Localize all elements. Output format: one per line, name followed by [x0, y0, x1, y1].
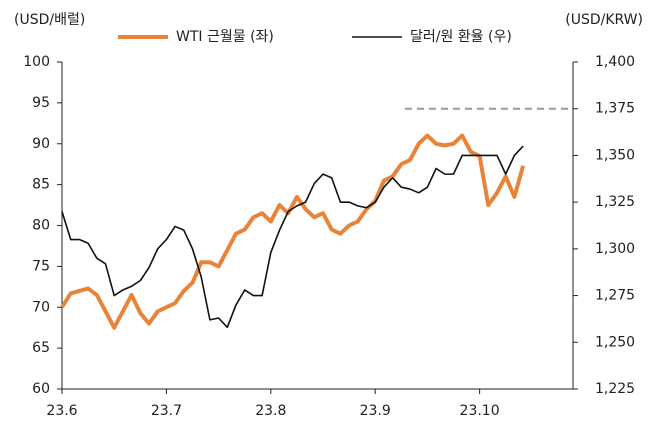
y2-axis-title: (USD/KRW) [565, 12, 643, 28]
y-tick-label: 90 [32, 136, 50, 152]
y-tick-label: 100 [23, 54, 50, 70]
y2-tick-label: 1,250 [595, 334, 635, 350]
x-tick-label: 23.10 [460, 403, 500, 419]
y2-tick-label: 1,400 [595, 54, 635, 70]
y2-tick-label: 1,275 [595, 288, 635, 304]
x-tick-label: 23.8 [255, 403, 286, 419]
legend-label: 달러/원 환율 (우) [410, 29, 512, 45]
y2-tick-label: 1,300 [595, 241, 635, 257]
series-line [61, 145, 524, 329]
y2-tick-label: 1,375 [595, 101, 635, 117]
y-tick-label: 60 [32, 381, 50, 397]
x-tick-label: 23.7 [151, 403, 182, 419]
y-axis-title: (USD/배럴) [14, 12, 85, 28]
y-tick-label: 65 [32, 340, 50, 356]
y2-tick-label: 1,225 [595, 381, 635, 397]
y-tick-label: 85 [32, 177, 50, 193]
series-line [60, 133, 526, 330]
x-tick-label: 23.9 [360, 403, 391, 419]
legend-label: WTI 근월물 (좌) [176, 29, 274, 45]
y2-tick-label: 1,325 [595, 194, 635, 210]
y-tick-label: 70 [32, 299, 50, 315]
x-tick-label: 23.6 [46, 403, 77, 419]
y-tick-label: 80 [32, 218, 50, 234]
y2-tick-label: 1,350 [595, 147, 635, 163]
y-tick-label: 95 [32, 95, 50, 111]
y-tick-label: 75 [32, 258, 50, 274]
